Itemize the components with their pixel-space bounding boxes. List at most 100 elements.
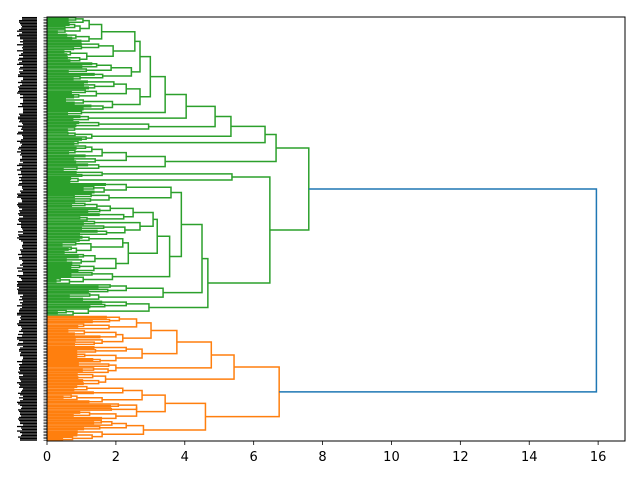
leaf-label [18,116,37,118]
leaf-label [23,261,37,263]
leaf-label [17,169,37,171]
dendrogram-link [47,368,83,372]
dendrogram-link [169,191,183,258]
leaf-label [17,35,37,37]
leaf-label [22,228,37,230]
dendrogram-link [47,131,69,135]
leaf-label [18,253,37,256]
leaf-label [23,137,37,139]
leaf-label [21,149,37,152]
leaf-label [20,160,37,162]
leaf-label [18,195,37,197]
leaf-label [22,246,37,248]
leaf-label [23,39,37,41]
dendrogram-link [47,345,95,349]
leaf-label [17,323,37,325]
leaf-label [20,264,37,266]
leaf-label [18,270,37,272]
leaf-label [20,84,37,87]
leaf-label [23,332,37,334]
dendrogram-link [47,26,66,30]
dendrogram-link [47,77,74,81]
leaf-label [20,413,37,416]
dendrogram-link [47,167,64,171]
dendrogram-link [47,379,84,383]
leaf-label [19,256,37,259]
leaf-label [18,131,37,133]
leaf-label [18,403,37,405]
dendrogram-link [142,329,178,355]
dendrogram-link [47,273,72,277]
dendrogram-link [93,257,117,270]
leaf-label [19,339,37,342]
leaf-label [23,99,37,102]
leaf-label [22,208,37,210]
leaf-label [21,170,37,173]
leaf-label [23,265,37,268]
dendrogram-link [47,146,77,150]
x-tick-label: 4 [181,450,189,465]
dendrogram-link [47,395,64,399]
leaf-label [22,406,37,408]
leaf-label [23,294,37,296]
dendrogram-link [109,186,172,199]
dendrogram-link [148,105,216,128]
leaf-label [22,155,37,158]
leaf-label [18,234,37,236]
dendrogram-link [86,64,112,71]
leaf-label [19,350,37,352]
leaf-label [22,166,37,168]
leaf-label [19,258,37,260]
dendrogram-link [47,285,99,289]
dendrogram-link [47,173,83,177]
leaf-label [17,312,37,314]
leaf-label [21,53,37,55]
dendrogram-link [115,341,213,369]
dendrogram-link [47,311,58,315]
dendrogram-link [47,229,98,233]
dendrogram-link [47,90,72,94]
dendrogram-link [47,416,103,420]
leaf-label [18,219,37,221]
plot-frame [46,16,626,442]
leaf-label [17,196,37,198]
dendrogram-link [47,98,67,102]
dendrogram-link [47,437,64,441]
leaf-label [22,175,37,177]
dendrogram-link [47,300,103,304]
leaf-label [18,75,37,78]
dendrogram-link [47,235,83,239]
dendrogram-link [47,115,81,119]
dendrogram-link [47,407,113,411]
leaf-label [23,243,37,245]
dendrogram-link [47,329,69,333]
leaf-label [23,271,37,274]
leaf-label [19,330,37,333]
leaf-label [23,51,37,53]
dendrogram-link [47,342,76,346]
dendrogram-link [110,207,134,218]
leaf-label [19,113,37,115]
leaf-label [21,178,37,180]
leaf-label [17,237,37,239]
leaf-label [20,249,37,251]
leaf-label [18,231,37,233]
leaf-label [17,267,37,269]
leaf-label [21,250,37,253]
leaf-label [17,30,37,32]
leaf-labels [17,16,47,441]
leaf-label [20,370,37,372]
x-tick-label: 12 [452,450,469,465]
leaf-label [19,373,37,375]
leaf-label [19,214,37,216]
leaf-label [17,285,37,287]
dendrogram-link [98,155,166,168]
leaf-label [17,344,37,346]
leaf-label [18,173,37,176]
dendrogram-link [47,142,75,146]
leaf-label [22,16,37,19]
dendrogram-link [47,30,58,34]
dendrogram-link [47,294,70,298]
leaf-label [21,128,37,130]
